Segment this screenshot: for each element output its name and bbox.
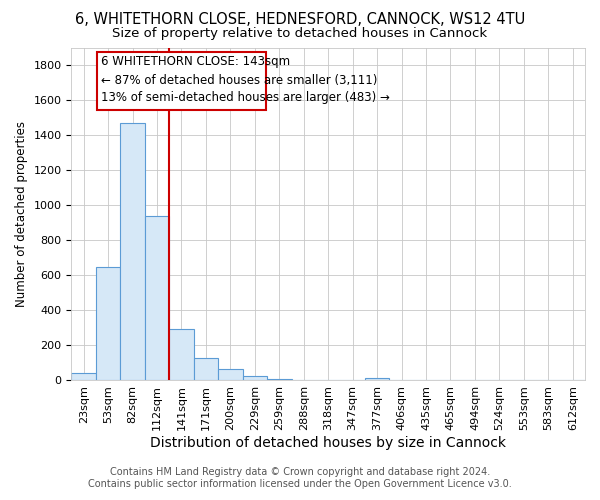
Y-axis label: Number of detached properties: Number of detached properties	[15, 121, 28, 307]
Bar	[96, 266, 121, 380]
X-axis label: Distribution of detached houses by size in Cannock: Distribution of detached houses by size …	[150, 436, 506, 450]
Text: 13% of semi-detached houses are larger (483) →: 13% of semi-detached houses are larger (…	[101, 92, 389, 104]
Text: Size of property relative to detached houses in Cannock: Size of property relative to detached ho…	[112, 28, 488, 40]
Bar	[218, 369, 242, 380]
Bar	[71, 374, 96, 380]
Bar	[365, 378, 389, 380]
FancyBboxPatch shape	[97, 52, 266, 110]
Bar	[267, 378, 292, 380]
Text: ← 87% of detached houses are smaller (3,111): ← 87% of detached houses are smaller (3,…	[101, 74, 377, 87]
Bar	[145, 216, 169, 380]
Bar	[242, 376, 267, 380]
Text: 6 WHITETHORN CLOSE: 143sqm: 6 WHITETHORN CLOSE: 143sqm	[101, 56, 290, 68]
Bar	[194, 358, 218, 380]
Bar	[169, 329, 194, 380]
Bar	[121, 123, 145, 380]
Text: 6, WHITETHORN CLOSE, HEDNESFORD, CANNOCK, WS12 4TU: 6, WHITETHORN CLOSE, HEDNESFORD, CANNOCK…	[75, 12, 525, 28]
Text: Contains HM Land Registry data © Crown copyright and database right 2024.
Contai: Contains HM Land Registry data © Crown c…	[88, 468, 512, 489]
